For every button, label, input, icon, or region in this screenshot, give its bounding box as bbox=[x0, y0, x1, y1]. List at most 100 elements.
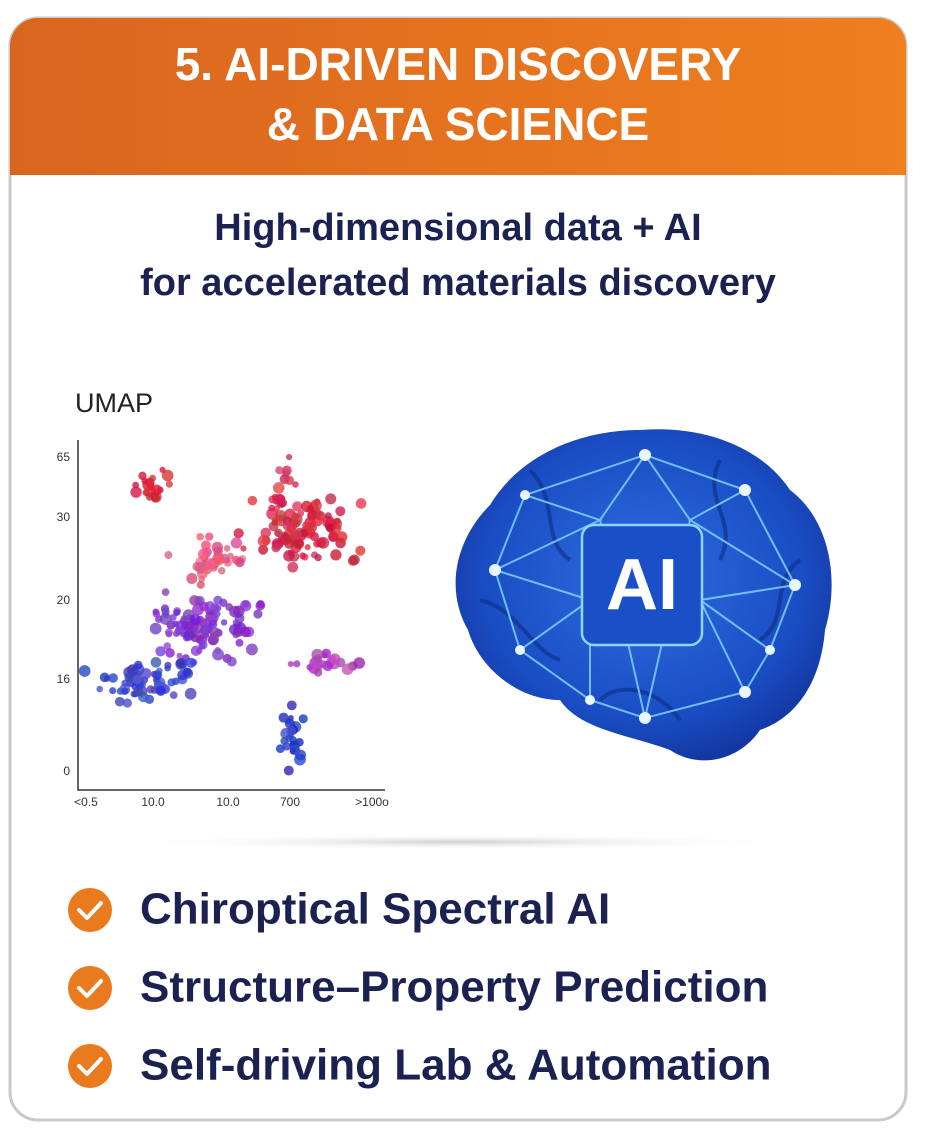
scatter-dot bbox=[240, 545, 247, 552]
scatter-dot bbox=[283, 550, 295, 562]
feature-text: Structure–Property Prediction bbox=[140, 963, 768, 1012]
scatter-dot bbox=[275, 494, 286, 505]
scatter-dot bbox=[273, 505, 281, 512]
x-tick-label: 700 bbox=[280, 795, 300, 809]
scatter-dot bbox=[151, 484, 162, 496]
scatter-dot bbox=[240, 626, 251, 638]
scatter-dot bbox=[159, 466, 166, 474]
scatter-dot bbox=[214, 610, 221, 618]
feature-list: Chiroptical Spectral AI Structure–Propert… bbox=[68, 885, 771, 1090]
scatter-dot bbox=[176, 652, 183, 659]
scatter-dot bbox=[313, 668, 323, 677]
scatter-dot bbox=[324, 512, 332, 520]
scatter-dot bbox=[200, 553, 207, 561]
scatter-dot bbox=[271, 543, 281, 553]
scatter-dot bbox=[287, 661, 294, 668]
scatter-dot bbox=[124, 672, 135, 683]
header-band bbox=[10, 18, 906, 175]
scatter-dot bbox=[223, 545, 231, 552]
check-mark bbox=[77, 979, 103, 998]
scatter-dot bbox=[177, 669, 188, 681]
scatter-dot bbox=[286, 725, 296, 736]
scatter-dot bbox=[159, 612, 172, 625]
axes bbox=[77, 440, 385, 791]
scatter-dot bbox=[214, 604, 222, 612]
x-tick-label: 10.0 bbox=[141, 795, 165, 809]
check-icon bbox=[68, 1044, 112, 1088]
check-icon bbox=[68, 966, 112, 1010]
scatter-dot bbox=[96, 685, 103, 693]
scatter-dot bbox=[282, 521, 293, 531]
scatter-dot bbox=[355, 545, 366, 556]
scatter-dot bbox=[192, 622, 204, 634]
scatter-dot bbox=[282, 742, 291, 751]
scatter-dot bbox=[201, 540, 211, 551]
scatter-dot bbox=[253, 609, 263, 619]
y-tick-label: 65 bbox=[57, 450, 71, 464]
scatter-dot bbox=[272, 482, 285, 494]
scatter-dot bbox=[213, 553, 225, 566]
scatter-dot bbox=[183, 622, 193, 631]
subtitle: for accelerated materials discovery bbox=[140, 262, 776, 304]
scatter-dot bbox=[226, 656, 237, 667]
scatter-dot bbox=[152, 609, 161, 618]
scatter-dot bbox=[78, 665, 91, 677]
scatter-dot bbox=[285, 453, 293, 461]
scatter-dot bbox=[314, 554, 322, 562]
scatter-dot bbox=[353, 657, 366, 669]
scatter-dot bbox=[161, 607, 170, 616]
divider-shadow bbox=[128, 834, 788, 850]
scatter-dot bbox=[233, 528, 244, 539]
scatter-dot bbox=[287, 561, 299, 573]
scatter-dot bbox=[293, 538, 305, 550]
scatter-dot bbox=[304, 544, 311, 551]
scatter-dot bbox=[355, 498, 367, 509]
check-mark bbox=[77, 901, 103, 920]
scatter-dot bbox=[145, 492, 155, 501]
scatter-dot bbox=[232, 619, 239, 626]
scatter-dot bbox=[163, 642, 172, 650]
scatter-dot bbox=[196, 580, 205, 589]
scatter-dot bbox=[332, 524, 342, 533]
scatter-dot bbox=[198, 640, 208, 650]
scatter-dot bbox=[289, 748, 296, 755]
scatter-dot bbox=[321, 648, 331, 659]
scatter-dot bbox=[185, 657, 197, 668]
scatter-dot bbox=[285, 734, 293, 743]
scatter-dot bbox=[283, 765, 294, 776]
scatter-dot bbox=[275, 466, 284, 475]
feature-text: Chiroptical Spectral AI bbox=[140, 885, 610, 934]
scatter-dot bbox=[189, 614, 201, 626]
scatter-dot bbox=[202, 564, 213, 575]
scatter-dot bbox=[205, 532, 214, 541]
scatter-dot bbox=[292, 530, 303, 540]
scatter-dot bbox=[208, 619, 218, 629]
scatter-dot bbox=[155, 671, 162, 679]
scatter-dot bbox=[133, 686, 144, 697]
brain-icon: AI bbox=[455, 429, 832, 761]
feature-text: Self-driving Lab & Automation bbox=[140, 1041, 771, 1090]
scatter-dot bbox=[109, 687, 117, 695]
scatter-dot bbox=[281, 465, 292, 476]
scatter-dot bbox=[293, 660, 301, 668]
y-tick-label: 0 bbox=[63, 764, 70, 778]
scatter-dot bbox=[210, 631, 218, 640]
scatter-dot bbox=[140, 668, 152, 679]
scatter-dot bbox=[217, 567, 226, 575]
scatter-dots bbox=[78, 453, 367, 776]
scatter-dot bbox=[164, 661, 172, 669]
scatter-dot bbox=[172, 620, 180, 628]
scatter-dot bbox=[146, 685, 155, 694]
scatter-dot bbox=[231, 555, 240, 564]
scatter-dot bbox=[173, 608, 181, 617]
scatter-dot bbox=[108, 673, 118, 683]
scatter-dot bbox=[121, 687, 129, 695]
umap-label: UMAP bbox=[75, 388, 153, 418]
scatter-dot bbox=[281, 533, 289, 541]
y-tick-label: 20 bbox=[57, 593, 71, 607]
scatter-dot bbox=[150, 656, 162, 668]
scatter-dot bbox=[300, 500, 313, 513]
scatter-dot bbox=[291, 514, 298, 521]
scatter-dot bbox=[190, 645, 202, 656]
